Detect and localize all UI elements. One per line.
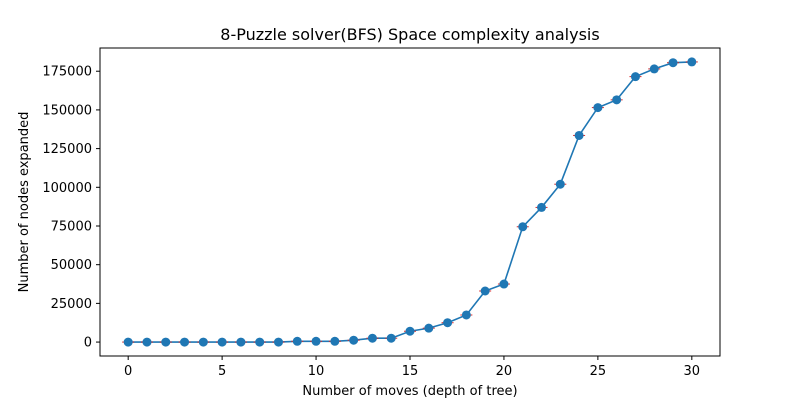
data-point bbox=[217, 337, 227, 347]
data-point bbox=[161, 337, 171, 347]
x-tick-label: 0 bbox=[124, 364, 132, 379]
x-axis-label: Number of moves (depth of tree) bbox=[302, 384, 517, 399]
y-tick-label: 0 bbox=[84, 336, 92, 351]
data-point bbox=[292, 336, 302, 346]
data-point bbox=[574, 130, 584, 140]
data-point bbox=[687, 57, 697, 67]
y-tick-label: 125000 bbox=[42, 142, 92, 157]
data-point bbox=[180, 337, 190, 347]
data-point bbox=[537, 202, 547, 212]
data-point bbox=[518, 222, 528, 232]
data-point bbox=[123, 337, 133, 347]
data-point bbox=[424, 323, 434, 333]
y-tick-label: 100000 bbox=[42, 181, 92, 196]
y-axis: 0 25000 50000 75000 100000 125000 150000 175000 bbox=[42, 65, 100, 351]
data-point bbox=[405, 326, 415, 336]
y-axis-label: Number of nodes expanded bbox=[17, 112, 32, 293]
data-point bbox=[330, 336, 340, 346]
y-tick-label: 25000 bbox=[51, 297, 92, 312]
y-tick-label: 50000 bbox=[51, 258, 92, 273]
data-point bbox=[443, 318, 453, 328]
y-tick-label: 150000 bbox=[42, 103, 92, 118]
x-tick-label: 10 bbox=[308, 364, 325, 379]
data-point bbox=[499, 279, 509, 289]
data-point bbox=[311, 336, 321, 346]
data-point bbox=[198, 337, 208, 347]
data-point bbox=[649, 64, 659, 74]
data-point bbox=[593, 103, 603, 113]
data-point bbox=[612, 95, 622, 105]
y-tick-label: 75000 bbox=[51, 219, 92, 234]
data-point bbox=[367, 333, 377, 343]
plot-content bbox=[122, 57, 698, 347]
x-tick-label: 20 bbox=[496, 364, 513, 379]
x-axis: 0 5 10 15 20 25 30 bbox=[124, 356, 700, 379]
data-point bbox=[668, 58, 678, 68]
x-tick-label: 25 bbox=[590, 364, 607, 379]
x-tick-label: 5 bbox=[218, 364, 226, 379]
data-point bbox=[236, 337, 246, 347]
data-point bbox=[461, 310, 471, 320]
data-point bbox=[555, 179, 565, 189]
data-point bbox=[142, 337, 152, 347]
data-point bbox=[480, 286, 490, 296]
data-point bbox=[386, 333, 396, 343]
data-point bbox=[630, 72, 640, 82]
chart-title: 8-Puzzle solver(BFS) Space complexity an… bbox=[220, 25, 599, 44]
y-tick-label: 175000 bbox=[42, 65, 92, 80]
data-point bbox=[255, 337, 265, 347]
data-point bbox=[273, 337, 283, 347]
x-tick-label: 15 bbox=[402, 364, 419, 379]
x-tick-label: 30 bbox=[684, 364, 701, 379]
data-point bbox=[349, 335, 359, 345]
